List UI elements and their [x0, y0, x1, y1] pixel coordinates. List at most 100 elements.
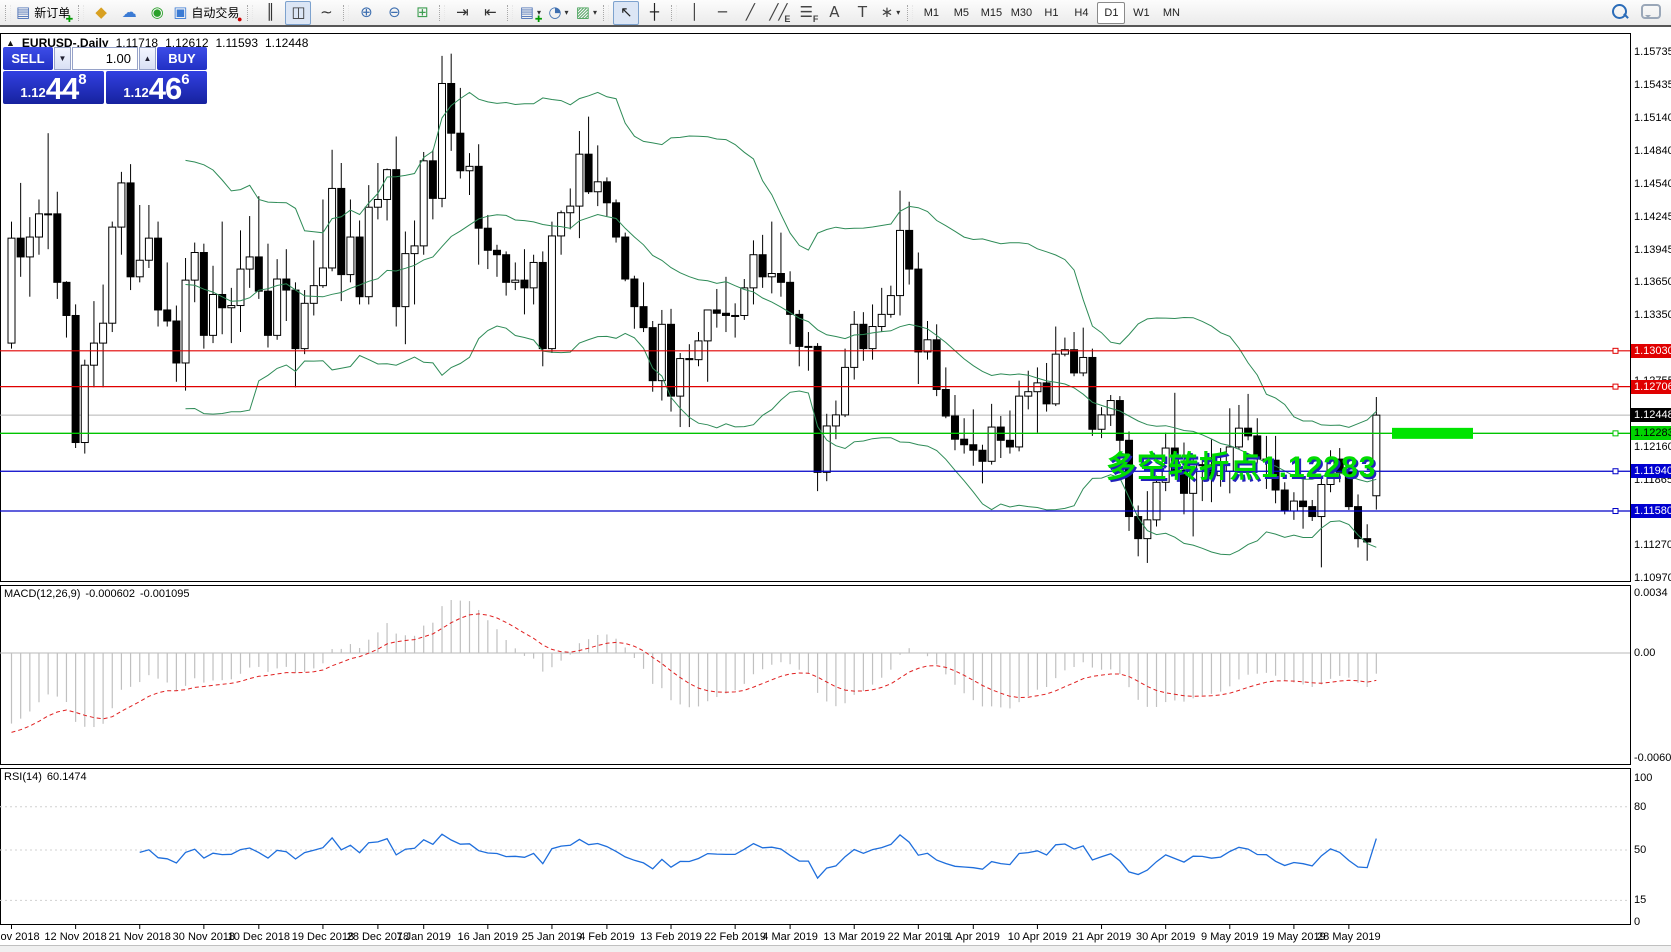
- horizontal-line-icon: ─: [717, 3, 727, 21]
- autotrading-button-badge: ●: [236, 13, 243, 24]
- new-order-button-badge: ✚: [65, 13, 74, 24]
- timeframe-mn-button[interactable]: MN: [1162, 6, 1180, 19]
- macd-indicator-label: MACD(12,26,9) -0.000602 -0.001095: [4, 588, 190, 600]
- mql5-community-icon[interactable]: ☁: [116, 1, 142, 25]
- equidistant-channel-icon: ╱╱: [769, 3, 788, 21]
- buy-button[interactable]: BUY: [157, 47, 207, 70]
- volume-decrease-button[interactable]: ▼: [54, 47, 71, 70]
- crosshair-icon: ┼: [649, 3, 659, 21]
- chat-icon[interactable]: [1641, 4, 1661, 19]
- periods-button[interactable]: ◔ ▾: [545, 1, 571, 25]
- horizontal-line-icon[interactable]: ─: [709, 1, 735, 25]
- templates-button[interactable]: ▨ ▾: [573, 1, 599, 25]
- candlesticks: [7, 53, 1381, 568]
- price-tag-1.12706[interactable]: 1.12706: [1631, 379, 1671, 394]
- cursor-icon[interactable]: ↖: [613, 0, 640, 25]
- volume-input[interactable]: [72, 47, 138, 70]
- mql5-community-icon: ☁: [121, 3, 137, 21]
- bar-chart-icon[interactable]: ║: [257, 1, 283, 25]
- main-price-pane[interactable]: [0, 53, 1630, 568]
- bar-chart-icon: ║: [265, 3, 275, 21]
- line-chart-icon[interactable]: ∼: [313, 1, 339, 25]
- price-tag-1.11940[interactable]: 1.11940: [1631, 464, 1671, 479]
- new-chart-button-dropdown-arrow[interactable]: ▾: [536, 8, 541, 17]
- crosshair-icon[interactable]: ┼: [641, 1, 667, 25]
- sell-price-pip: 8: [78, 71, 87, 88]
- macd-name: MACD(12,26,9): [4, 588, 81, 600]
- rsi-value: 60.1474: [46, 771, 87, 783]
- price-tag-1.12448[interactable]: 1.12448: [1631, 408, 1671, 423]
- one-click-collapse-icon[interactable]: ▲: [6, 38, 15, 48]
- tile-windows-icon: ⊞: [416, 3, 429, 21]
- price-tag-1.12283[interactable]: 1.12283: [1631, 426, 1671, 441]
- bollinger-bands: [185, 91, 1377, 556]
- search-icon[interactable]: [1612, 4, 1627, 19]
- sell-button[interactable]: SELL: [3, 47, 53, 70]
- timeframe-h1-button[interactable]: H1: [1044, 6, 1059, 19]
- toolbar-separator: [671, 4, 678, 21]
- rsi-indicator-label: RSI(14) 60.1474: [4, 771, 87, 783]
- text-label-icon[interactable]: T: [849, 1, 875, 25]
- toolbar-right-icons: [1612, 4, 1661, 19]
- templates-button-dropdown-arrow[interactable]: ▾: [592, 8, 597, 17]
- templates-button: ▨: [575, 3, 590, 21]
- signals-icon: ◉: [150, 3, 164, 21]
- macd-pane[interactable]: [0, 600, 1630, 733]
- new-order-button[interactable]: ▤ ✚ 新订单: [15, 1, 74, 25]
- autotrading-button[interactable]: ▣ ● 自动交易: [172, 1, 243, 25]
- autotrading-button-label: 自动交易: [191, 6, 240, 20]
- new-order-button-label: 新订单: [34, 6, 71, 20]
- timeframe-w1-button[interactable]: W1: [1133, 6, 1150, 19]
- one-click-trading-panel: SELL ▼ ▲ BUY 1.12 44 8 1.12 46 6: [3, 47, 207, 104]
- buy-price-pip: 6: [181, 71, 190, 88]
- timeframe-d1-button[interactable]: D1: [1097, 1, 1126, 24]
- equidistant-channel-icon[interactable]: ╱╱ E: [765, 1, 791, 25]
- timeframe-m30-button[interactable]: M30: [1010, 6, 1033, 19]
- new-chart-button: ▤: [519, 3, 534, 21]
- rsi-pane[interactable]: [0, 806, 1630, 901]
- candlestick-chart-icon[interactable]: ◫: [285, 0, 312, 25]
- vertical-line-icon[interactable]: │: [681, 1, 707, 25]
- new-chart-button[interactable]: ▤ ✚ ▾: [517, 1, 543, 25]
- zoom-in-icon[interactable]: ⊕: [353, 1, 379, 25]
- price-tag-1.13030[interactable]: 1.13030: [1631, 343, 1671, 358]
- pivot-text-annotation[interactable]: 多空转折点1.12283: [1106, 451, 1377, 484]
- text-icon[interactable]: A: [821, 1, 847, 25]
- pivot-trend-segment[interactable]: [1392, 427, 1473, 439]
- buy-price-big: 46: [148, 71, 182, 106]
- auto-scroll-icon[interactable]: ⇥: [449, 1, 475, 25]
- trendline-icon[interactable]: ╱: [737, 1, 763, 25]
- buy-price-prefix: 1.12: [123, 85, 149, 100]
- arrows-icon-dropdown-arrow[interactable]: ▾: [896, 8, 901, 17]
- zoom-out-icon[interactable]: ⊖: [381, 1, 407, 25]
- arrows-icon[interactable]: ∗ ▾: [877, 1, 903, 25]
- timeframe-m1-button[interactable]: M1: [923, 6, 940, 19]
- new-order-button: ▤: [16, 3, 31, 21]
- timeframe-m5-button[interactable]: M5: [953, 6, 970, 19]
- auto-scroll-icon: ⇥: [456, 3, 469, 21]
- notifications-icon[interactable]: ◆: [88, 1, 114, 25]
- candlestick-chart-icon: ◫: [291, 3, 306, 21]
- volume-increase-button[interactable]: ▲: [139, 47, 156, 70]
- toolbar-separator: [78, 4, 85, 21]
- status-strip: [0, 945, 1671, 952]
- sell-price-display[interactable]: 1.12 44 8: [3, 71, 104, 104]
- macd-histogram: [10, 600, 1377, 728]
- tile-windows-icon[interactable]: ⊞: [409, 1, 435, 25]
- toolbar-separator: [907, 4, 914, 21]
- fibonacci-icon[interactable]: ☰ F: [793, 1, 819, 25]
- timeframe-m15-button[interactable]: M15: [980, 6, 1003, 19]
- periods-button-dropdown-arrow[interactable]: ▾: [564, 8, 569, 17]
- buy-price-display[interactable]: 1.12 46 6: [106, 71, 207, 104]
- signals-icon[interactable]: ◉: [144, 1, 170, 25]
- timeframe-h4-button[interactable]: H4: [1074, 6, 1089, 19]
- close-value: 1.12448: [265, 36, 309, 50]
- chart-shift-icon[interactable]: ⇤: [477, 1, 503, 25]
- toolbar-separator: [247, 4, 254, 21]
- price-tag-1.11580[interactable]: 1.11580: [1631, 504, 1671, 518]
- high-value: 1.12612: [165, 36, 209, 50]
- zoom-in-icon: ⊕: [360, 3, 373, 21]
- arrows-icon: ∗: [880, 3, 894, 21]
